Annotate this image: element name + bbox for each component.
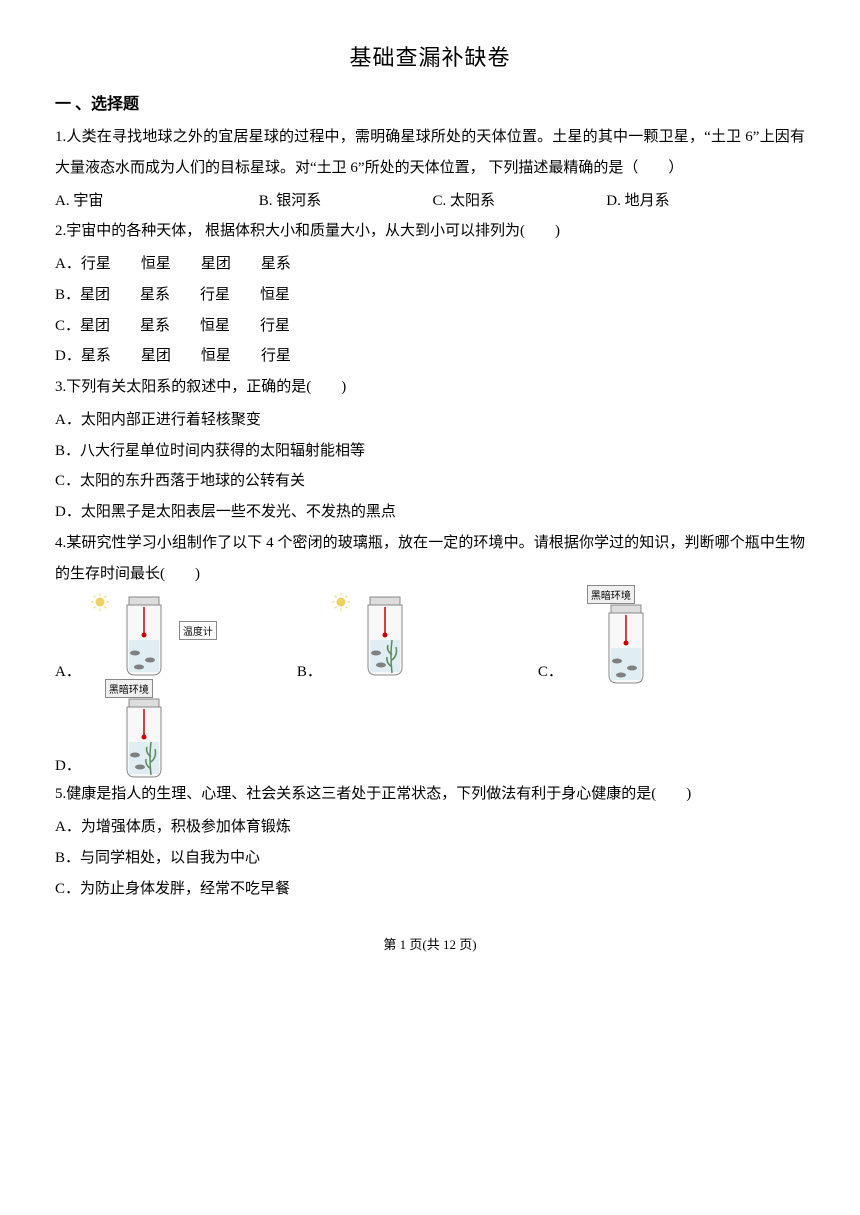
exam-page: 基础查漏补缺卷 一 、选择题 1.人类在寻找地球之外的宜居星球的过程中，需明确星… <box>0 0 860 973</box>
question-3-text: 3.下列有关太阳系的叙述中，正确的是( ) <box>55 372 805 403</box>
page-footer: 第 1 页(共 12 页) <box>55 934 805 953</box>
q5-option-c: C．为防止身体发胖，经常不吃早餐 <box>55 874 805 905</box>
dark-env-label: 黑暗环境 <box>105 679 153 698</box>
sun-icon <box>332 593 350 611</box>
q4-option-a: A． <box>55 591 237 681</box>
q4-option-d: D． 黑暗环境 <box>55 685 237 775</box>
q3-option-a: A．太阳内部正进行着轻核聚变 <box>55 405 805 436</box>
jar-icon <box>115 697 173 779</box>
q1-option-b: B. 银河系 <box>259 186 429 217</box>
sun-icon <box>91 593 109 611</box>
q5-option-a: A．为增强体质，积极参加体育锻炼 <box>55 812 805 843</box>
question-5-text: 5.健康是指人的生理、心理、社会关系这三者处于正常状态，下列做法有利于身心健康的… <box>55 779 805 810</box>
q3-option-d: D．太阳黑子是太阳表层一些不发光、不发热的黑点 <box>55 497 805 528</box>
q3-option-b: B．八大行星单位时间内获得的太阳辐射能相等 <box>55 436 805 467</box>
q1-option-d: D. 地月系 <box>606 186 756 217</box>
question-1-text: 1.人类在寻找地球之外的宜居星球的过程中，需明确星球所处的天体位置。土星的其中一… <box>55 122 805 184</box>
jar-a-icon: 温度计 <box>87 591 237 681</box>
q1-option-a: A. 宇宙 <box>55 186 255 217</box>
q4-option-c: C． 黑暗环境 <box>538 591 719 681</box>
page-title: 基础查漏补缺卷 <box>55 40 805 72</box>
q4-d-letter: D． <box>55 754 81 775</box>
jar-c-icon: 黑暗环境 <box>569 591 719 681</box>
question-2-text: 2.宇宙中的各种天体， 根据体积大小和质量大小，从大到小可以排列为( ) <box>55 216 805 247</box>
q1-option-c: C. 太阳系 <box>433 186 603 217</box>
q3-option-c: C．太阳的东升西落于地球的公转有关 <box>55 466 805 497</box>
question-4-images: A． <box>55 591 805 779</box>
jar-b-icon <box>328 591 478 681</box>
q4-option-b: B． <box>297 591 478 681</box>
section-1-header: 一 、选择题 <box>55 90 805 114</box>
question-4-text: 4.某研究性学习小组制作了以下 4 个密闭的玻璃瓶，放在一定的环境中。请根据你学… <box>55 528 805 590</box>
jar-icon <box>597 603 655 685</box>
q2-option-b: B．星团 星系 行星 恒星 <box>55 280 805 311</box>
q2-option-a: A．行星 恒星 星团 星系 <box>55 249 805 280</box>
q4-b-letter: B． <box>297 660 322 681</box>
q2-option-d: D．星系 星团 恒星 行星 <box>55 341 805 372</box>
q4-c-letter: C． <box>538 660 563 681</box>
jar-icon <box>115 595 173 677</box>
q5-option-b: B．与同学相处，以自我为中心 <box>55 843 805 874</box>
q2-option-c: C．星团 星系 恒星 行星 <box>55 311 805 342</box>
jar-d-icon: 黑暗环境 <box>87 685 237 775</box>
thermometer-label: 温度计 <box>179 621 217 640</box>
question-1-options: A. 宇宙 B. 银河系 C. 太阳系 D. 地月系 <box>55 186 805 217</box>
jar-icon <box>356 595 414 677</box>
q4-a-letter: A． <box>55 660 81 681</box>
dark-env-label: 黑暗环境 <box>587 585 635 604</box>
